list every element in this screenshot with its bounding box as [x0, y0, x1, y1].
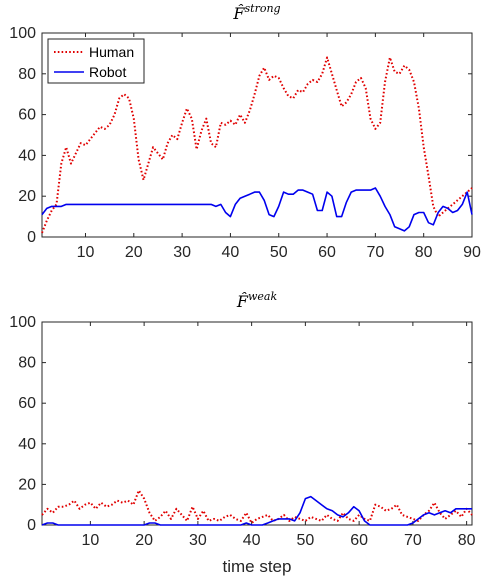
y-tick-label: 0	[27, 517, 36, 534]
chart-title-superscript: strong	[245, 2, 281, 15]
x-tick-label: 20	[135, 532, 153, 549]
series-line-robot	[41, 187, 473, 232]
y-tick-label: 40	[18, 436, 36, 453]
x-tick-label: 60	[318, 244, 336, 261]
x-tick-label: 80	[415, 244, 433, 261]
chart-title: F̂strong	[232, 2, 280, 23]
y-tick-label: 60	[18, 395, 36, 412]
x-tick-label: 40	[243, 532, 261, 549]
y-tick-label: 80	[18, 355, 36, 372]
x-tick-label: 70	[404, 532, 422, 549]
chart-title-base: F̂	[236, 292, 249, 311]
x-tick-label: 70	[366, 244, 384, 261]
chart-panel-1: 0 20 40 60 80 100 10 20 30 40 50 60 70 80 90 F̂strong Hu…	[9, 2, 481, 261]
x-axis-label: time step	[223, 557, 292, 576]
y-tick-label: 60	[18, 107, 36, 124]
x-tick-label: 30	[173, 244, 191, 261]
x-tick-label: 50	[270, 244, 288, 261]
x-tick-label: 50	[296, 532, 314, 549]
x-tick-label: 10	[81, 532, 99, 549]
y-tick-label: 0	[27, 229, 36, 246]
chart-title-base: F̂	[232, 4, 245, 23]
x-tick-label: 60	[350, 532, 368, 549]
y-tick-label: 100	[9, 25, 36, 42]
x-tick-label: 90	[463, 244, 481, 261]
series-line-human	[41, 56, 473, 234]
y-tick-label: 20	[18, 188, 36, 205]
chart-panel-2: 0 20 40 60 80 100 10 20 30 40 50 60 70 80 F̂weak time s…	[9, 290, 475, 576]
x-tick-label: 40	[222, 244, 240, 261]
legend-label-robot: Robot	[89, 64, 126, 80]
y-tick-label: 80	[18, 66, 36, 83]
y-tick-label: 20	[18, 476, 36, 493]
x-tick-label: 10	[77, 244, 95, 261]
chart-title-superscript: weak	[248, 290, 277, 303]
legend-label-human: Human	[89, 44, 134, 60]
x-tick-label: 20	[125, 244, 143, 261]
y-tick-label: 40	[18, 147, 36, 164]
chart-title: F̂weak	[236, 290, 278, 311]
x-tick-label: 30	[189, 532, 207, 549]
y-tick-label: 100	[9, 314, 36, 331]
legend: Human Robot	[47, 38, 145, 84]
x-tick-label: 80	[458, 532, 476, 549]
plot-frame	[41, 321, 473, 526]
series-line-robot	[41, 495, 472, 526]
legend-box	[47, 38, 145, 84]
